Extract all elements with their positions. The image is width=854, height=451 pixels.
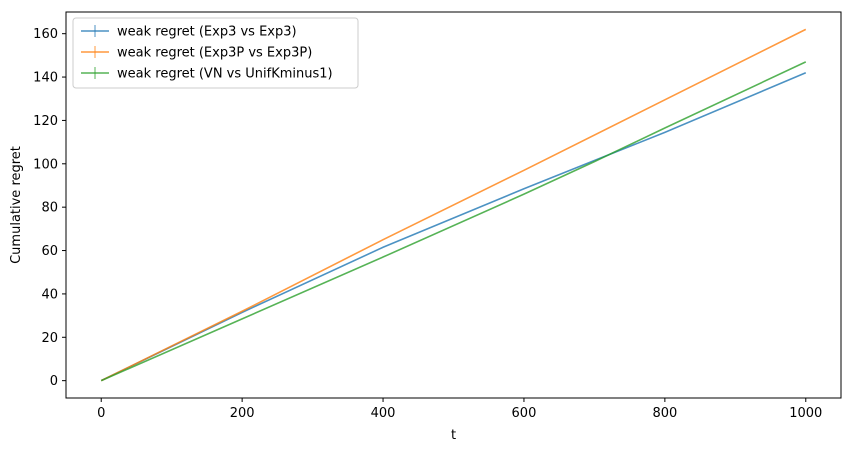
series-line (100, 28, 807, 382)
legend-entry-label: weak regret (VN vs UnifKminus1) (117, 67, 333, 82)
legend-box (72, 17, 359, 89)
x-tick-label: 800 (652, 406, 677, 421)
x-tick-label: 0 (97, 406, 105, 421)
x-axis-label: t (451, 428, 456, 443)
y-tick-label: 60 (41, 244, 58, 259)
y-tick-label: 20 (41, 331, 58, 346)
series-line (100, 61, 807, 382)
plot-frame (65, 11, 842, 399)
y-axis-ticks: 0 20 40 60 80 100 120 140 160 (33, 27, 66, 389)
y-tick-label: 100 (33, 157, 58, 172)
y-tick-label: 160 (33, 27, 58, 42)
x-tick-label: 600 (512, 406, 537, 421)
y-tick-label: 40 (41, 287, 58, 302)
legend: weak regret (Exp3 vs Exp3) weak regret (E… (72, 17, 359, 89)
series-line (100, 71, 807, 382)
x-tick-label: 400 (371, 406, 396, 421)
x-tick-label: 200 (230, 406, 255, 421)
y-tick-label: 140 (33, 71, 58, 86)
legend-entry-label: weak regret (Exp3 vs Exp3) (117, 25, 297, 40)
y-tick-label: 0 (50, 374, 58, 389)
series-layer (100, 28, 807, 382)
x-tick-label: 1000 (789, 406, 822, 421)
y-axis-label: Cumulative regret (9, 146, 24, 264)
legend-entry-label: weak regret (Exp3P vs Exp3P) (117, 46, 312, 61)
y-tick-label: 120 (33, 114, 58, 129)
x-axis-ticks: 0 200 400 600 800 1000 (97, 398, 822, 421)
y-tick-label: 80 (41, 201, 58, 216)
